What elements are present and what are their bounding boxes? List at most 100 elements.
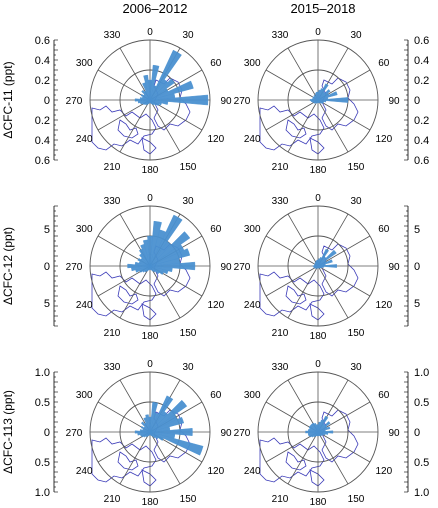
wedge-1-30 — [317, 83, 329, 101]
angle-label-4-330: 330 — [104, 362, 121, 373]
angle-label-1-90: 90 — [388, 96, 400, 107]
ytick-label-0-4: 0.2 — [35, 115, 50, 127]
wedge-4-90 — [149, 428, 193, 436]
ytick-label-1-0: 0.6 — [414, 35, 429, 47]
ytick-label-5-0: 1.0 — [414, 367, 429, 379]
wedge-1-70 — [317, 91, 338, 101]
ytick-label-0-3: 0 — [44, 95, 50, 107]
spoke-0-210 — [119, 99, 151, 153]
wedge-4-70 — [149, 416, 185, 433]
wedge-1-350 — [315, 91, 319, 101]
angle-label-5-150: 150 — [348, 494, 365, 505]
angle-label-2-150: 150 — [180, 328, 197, 339]
spoke-5-210 — [287, 431, 319, 485]
wedge-3-350 — [316, 259, 319, 267]
ytick-label-5-2: 0 — [414, 427, 420, 439]
angle-label-1-0: 0 — [315, 27, 321, 38]
wedge-3-50 — [317, 249, 337, 267]
ytick-label-2-0: 5 — [44, 224, 50, 236]
angle-label-1-180: 180 — [310, 165, 327, 176]
angle-label-0-180: 180 — [142, 165, 159, 176]
wedge-4-270 — [134, 430, 151, 434]
spoke-4-150 — [149, 431, 181, 485]
angle-label-0-270: 270 — [66, 96, 83, 107]
wedge-0-350 — [143, 74, 151, 101]
ytick-label-1-5: 0.4 — [414, 135, 429, 147]
coastline-3-0 — [259, 271, 325, 317]
angle-label-0-330: 330 — [104, 30, 121, 41]
polar-panel-3: 0 30 60 90 120 150 180 210 240 270 300 330 5 0 5 — [234, 193, 420, 342]
angle-label-3-60: 60 — [378, 224, 390, 235]
column-title-left: 2006–2012 — [122, 1, 187, 16]
angle-label-4-210: 210 — [104, 494, 121, 505]
angle-label-5-120: 120 — [375, 466, 392, 477]
wedge-4-140 — [149, 431, 156, 439]
ytick-label-3-1: 0 — [414, 261, 420, 273]
angle-label-2-120: 120 — [207, 300, 224, 311]
angle-label-2-270: 270 — [66, 262, 83, 273]
coastline-0-0 — [91, 105, 157, 151]
angle-label-1-30: 30 — [350, 30, 362, 41]
angle-label-0-120: 120 — [207, 134, 224, 145]
angle-label-0-210: 210 — [104, 162, 121, 173]
wedge-2-270 — [127, 263, 151, 269]
angle-label-4-150: 150 — [180, 494, 197, 505]
wedge-0-320 — [141, 89, 151, 101]
angle-label-1-300: 300 — [244, 58, 261, 69]
ytick-label-4-0: 1.0 — [35, 367, 50, 379]
spoke-2-210 — [119, 265, 151, 319]
wedge-2-30 — [149, 214, 183, 267]
ytick-label-0-5: 0.4 — [35, 135, 50, 147]
angle-label-0-150: 150 — [180, 162, 197, 173]
coastline-0-2 — [117, 119, 139, 139]
angle-label-5-30: 30 — [350, 362, 362, 373]
ylabel-cfc12: ΔCFC-12 (ppt) — [1, 227, 15, 305]
angle-label-1-240: 240 — [244, 134, 261, 145]
spoke-5-120 — [317, 431, 371, 463]
wedge-0-30 — [149, 49, 182, 101]
angle-label-0-300: 300 — [76, 58, 93, 69]
wedge-5-350 — [315, 424, 319, 433]
ytick-label-4-3: 0.5 — [35, 457, 50, 469]
ytick-label-5-3: 0.5 — [414, 457, 429, 469]
ytick-label-5-1: 0.5 — [414, 397, 429, 409]
angle-label-5-300: 300 — [244, 390, 261, 401]
angle-label-3-0: 0 — [315, 193, 321, 204]
wedge-4-50 — [149, 399, 188, 433]
wedge-5-340 — [313, 423, 319, 433]
wedge-5-90 — [317, 430, 334, 434]
angle-label-4-180: 180 — [142, 497, 159, 508]
ytick-label-3-0: 5 — [414, 224, 420, 236]
wedge-5-330 — [311, 422, 319, 433]
ytick-label-0-0: 0.6 — [35, 35, 50, 47]
angle-label-5-60: 60 — [378, 390, 390, 401]
coastline-1-0 — [259, 105, 325, 151]
spoke-1-120 — [317, 99, 371, 131]
wedge-2-140 — [149, 265, 156, 273]
angle-label-4-0: 0 — [147, 359, 153, 370]
angle-label-0-30: 30 — [182, 30, 194, 41]
wedge-2-90 — [149, 261, 196, 271]
coastline-2-0 — [91, 271, 157, 317]
ylabel-cfc11: ΔCFC-11 (ppt) — [1, 61, 15, 138]
angle-label-2-300: 300 — [76, 224, 93, 235]
wedge-5-30 — [317, 415, 329, 433]
coastline-4-3 — [141, 469, 157, 487]
spoke-1-330 — [287, 47, 319, 101]
angle-label-3-180: 180 — [310, 331, 327, 342]
wedge-3-70 — [317, 259, 333, 267]
wedge-4-350 — [145, 414, 151, 433]
wedge-0-270 — [134, 98, 151, 102]
coastline-4-0 — [91, 437, 157, 483]
angle-label-4-240: 240 — [76, 466, 93, 477]
angle-label-3-90: 90 — [388, 262, 400, 273]
angle-label-0-240: 240 — [76, 134, 93, 145]
angle-label-2-0: 0 — [147, 193, 153, 204]
angle-label-3-30: 30 — [350, 196, 362, 207]
angle-label-4-300: 300 — [76, 390, 93, 401]
angle-label-5-240: 240 — [244, 466, 261, 477]
wedge-2-70 — [149, 248, 191, 267]
ytick-label-4-1: 0.5 — [35, 397, 50, 409]
wedge-0-70 — [149, 80, 194, 101]
